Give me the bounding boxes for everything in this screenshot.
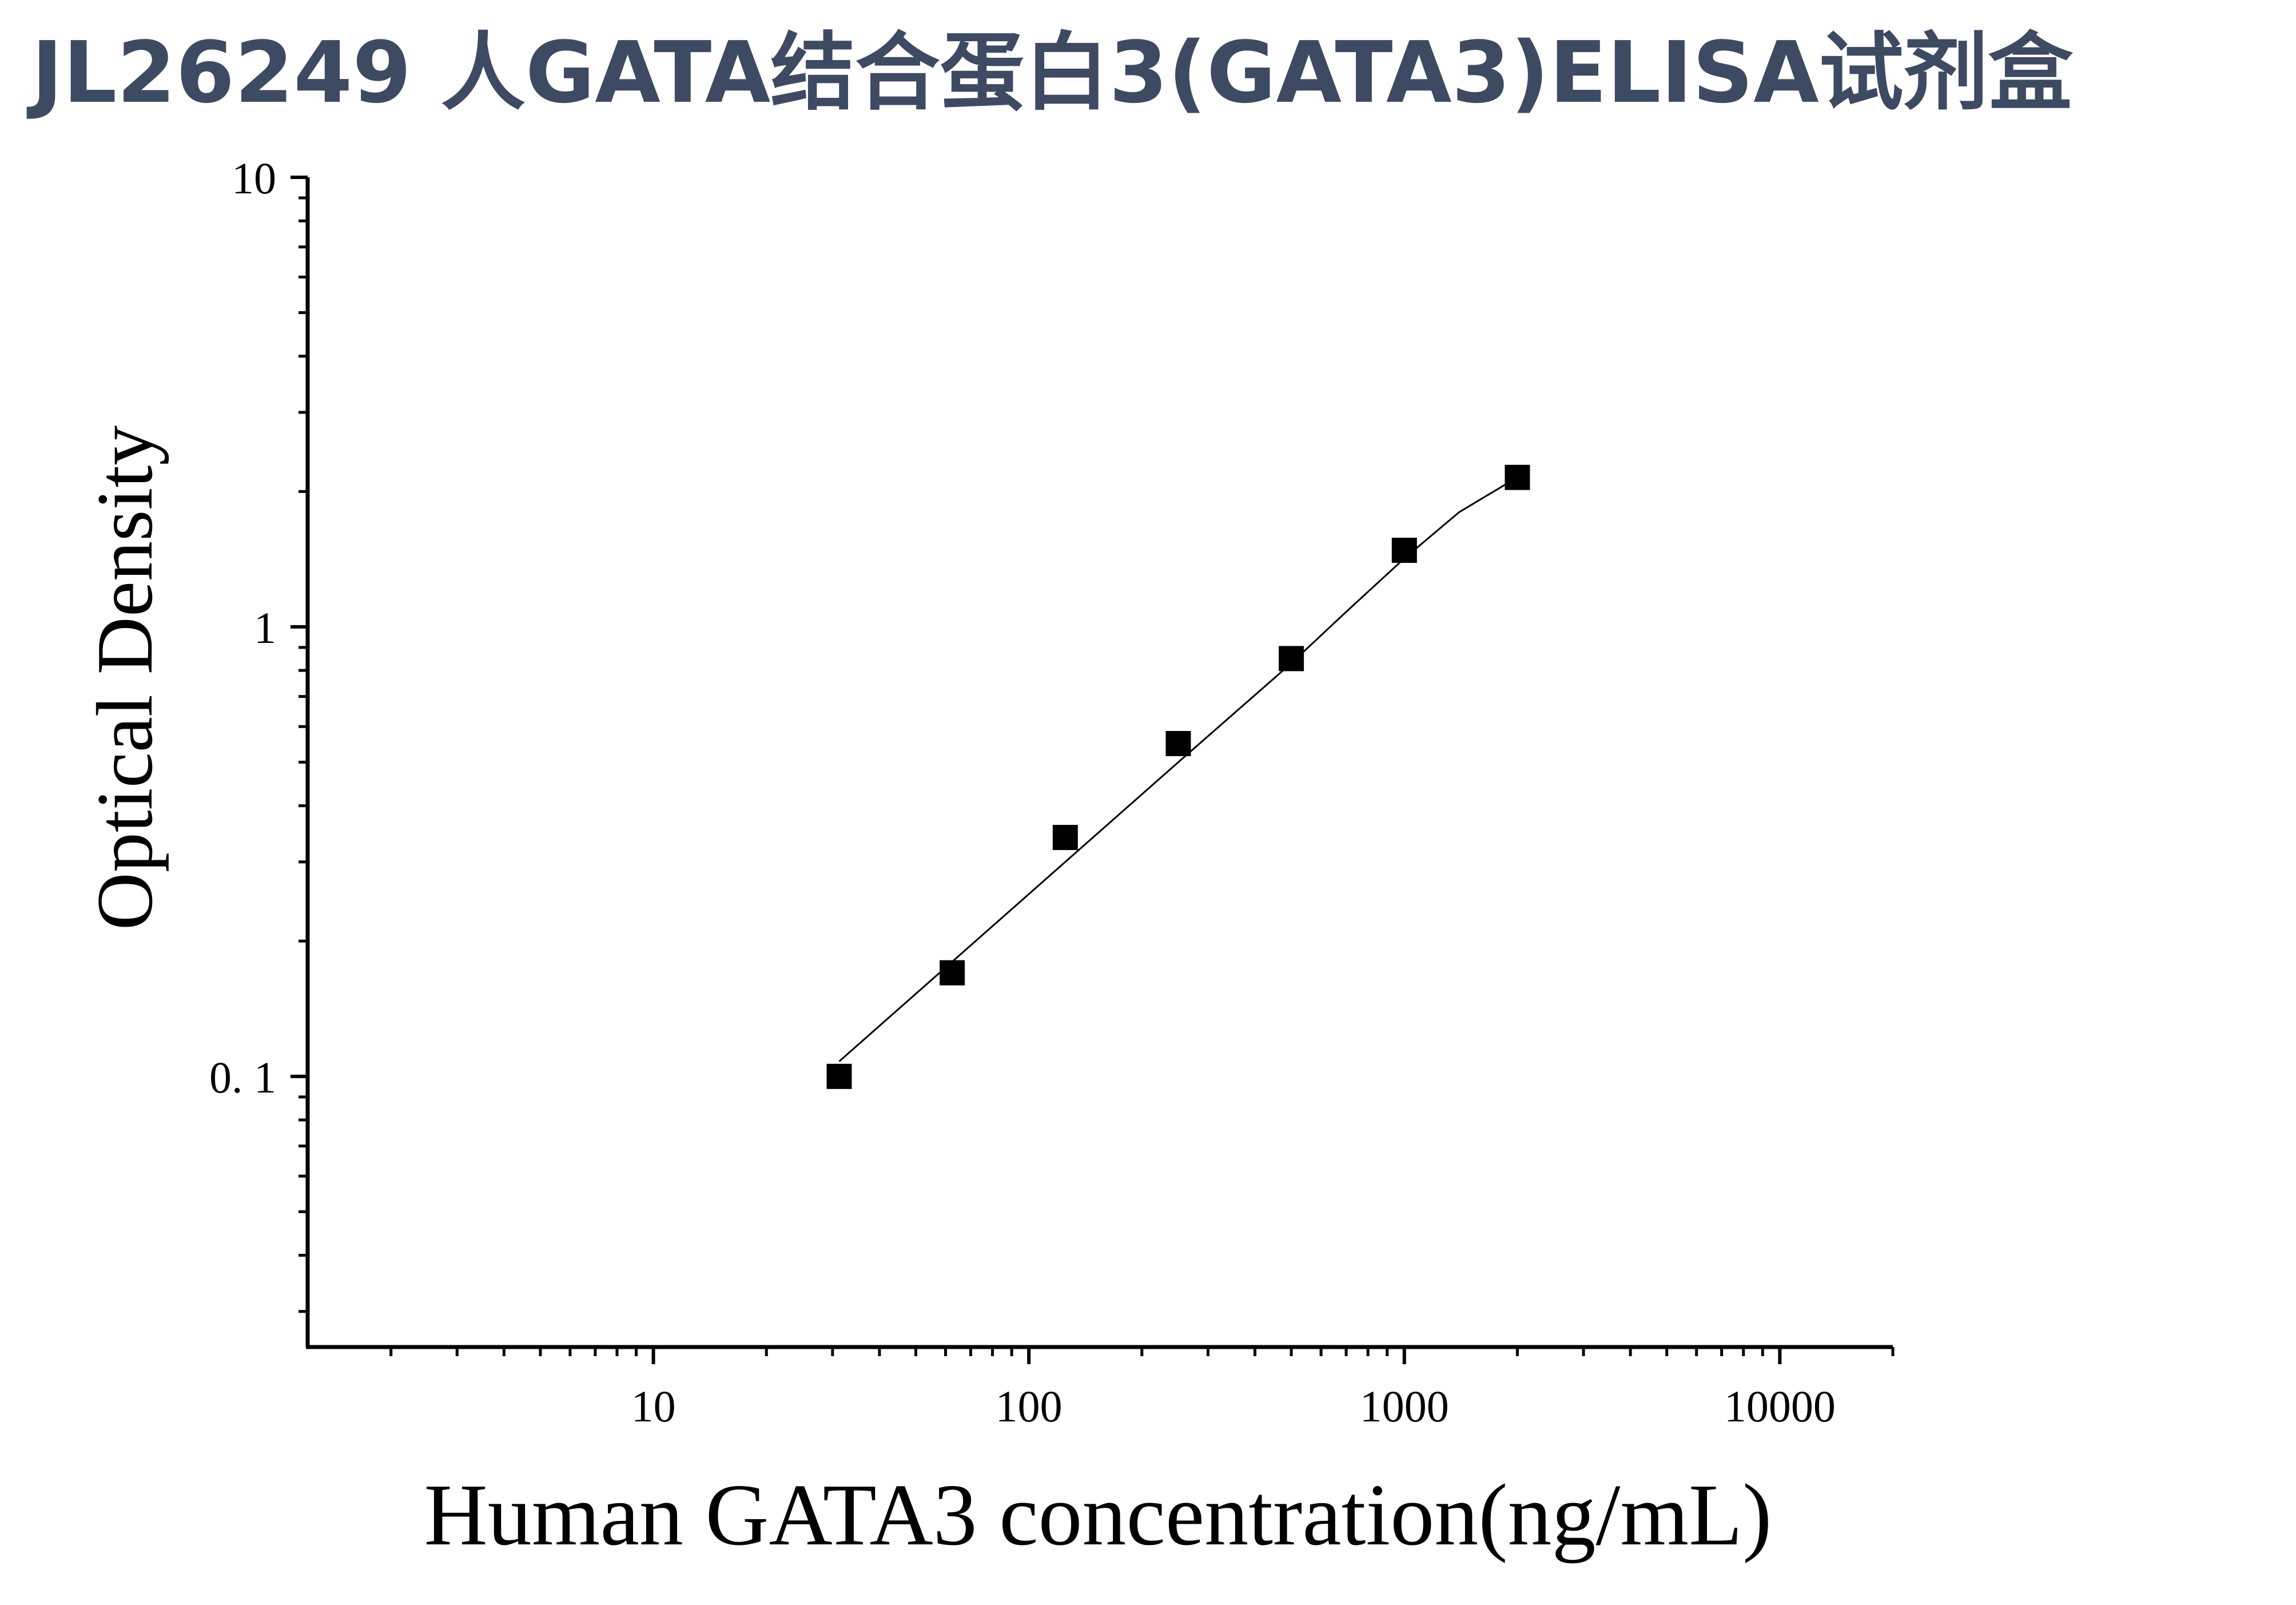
data-point xyxy=(1391,538,1417,563)
data-points xyxy=(826,464,1530,1089)
x-axis-title: Human GATA3 concentration(ng/mL) xyxy=(424,1467,1772,1564)
data-point xyxy=(826,1063,852,1089)
data-point xyxy=(940,960,965,986)
data-point xyxy=(1165,730,1191,756)
data-point xyxy=(1279,646,1304,672)
data-point xyxy=(1052,825,1078,851)
data-point xyxy=(1505,464,1530,490)
x-tick-label: 100 xyxy=(996,1381,1063,1431)
x-tick-label: 10000 xyxy=(1724,1381,1836,1431)
y-tick-label: 0. 1 xyxy=(209,1052,276,1102)
y-axis-title: Optical Density xyxy=(81,426,169,931)
y-tick-label: 1 xyxy=(254,603,276,653)
x-tick-label: 1000 xyxy=(1360,1381,1449,1431)
y-tick-label: 10 xyxy=(232,153,276,203)
page-title: JL26249 人GATA结合蛋白3(GATA3)ELISA试剂盒 xyxy=(26,23,2074,122)
x-tick-label: 10 xyxy=(631,1381,676,1431)
axes: 10 100 1000 10000 0. 1 1 10 xyxy=(209,153,1895,1431)
